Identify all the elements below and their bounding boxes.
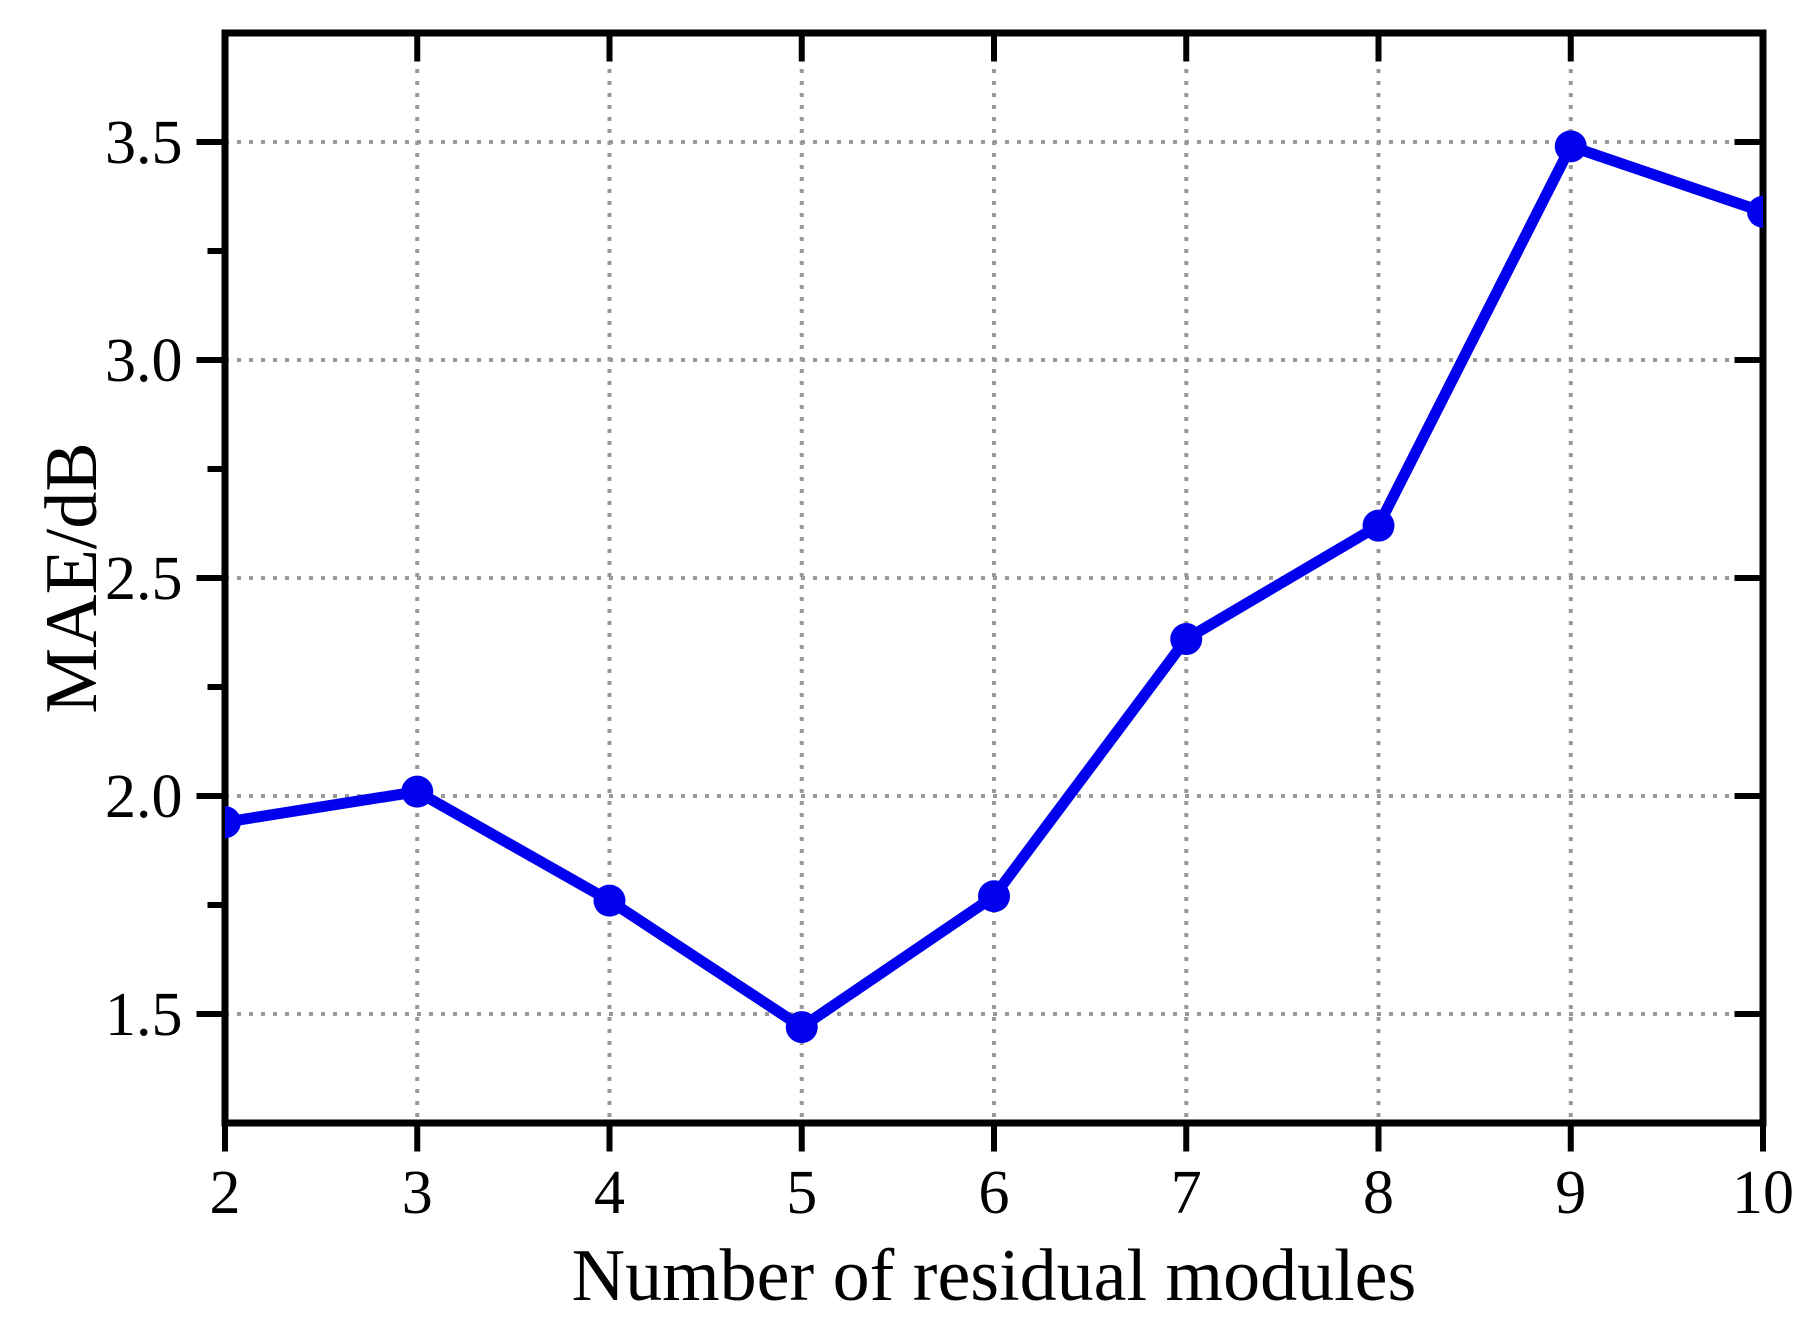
x-tick-label: 6: [979, 1159, 1010, 1227]
data-point: [785, 1011, 818, 1044]
data-point: [1747, 195, 1763, 228]
x-tick-label: 3: [402, 1159, 433, 1227]
y-tick-label: 3.5: [105, 109, 183, 177]
data-series: [225, 130, 1763, 1044]
data-point: [978, 880, 1010, 913]
data-points: [225, 130, 1763, 1044]
plot-border: [221, 29, 1767, 1127]
x-tick-label: 10: [1732, 1159, 1794, 1227]
x-tick-label: 8: [1363, 1159, 1394, 1227]
y-tick-label: 1.5: [105, 981, 183, 1049]
data-point: [225, 806, 241, 839]
x-tick-label: 4: [594, 1159, 625, 1227]
data-point: [1170, 623, 1203, 656]
x-tick-label: 7: [1171, 1159, 1202, 1227]
y-tick-label: 2.5: [105, 545, 183, 613]
x-tick-label: 2: [210, 1159, 241, 1227]
x-axis-label: Number of residual modules: [572, 1235, 1417, 1317]
x-tick-label: 9: [1555, 1159, 1586, 1227]
y-tick-labels: 1.5 2.0 2.5 3.0 3.5: [105, 109, 183, 1049]
data-point: [401, 775, 434, 808]
x-tick-labels: 2 3 4 5 6 7 8 9 10: [210, 1159, 1795, 1227]
gridlines: [225, 33, 1763, 1123]
data-point: [1554, 130, 1587, 163]
y-tick-label: 2.0: [105, 763, 183, 831]
axis-ticks: [196, 36, 1766, 1152]
y-axis-label: MAE/dB: [31, 442, 113, 713]
data-point: [593, 884, 626, 917]
x-tick-label: 5: [786, 1159, 817, 1227]
y-tick-label: 3.0: [105, 327, 183, 395]
data-point: [1362, 509, 1395, 542]
